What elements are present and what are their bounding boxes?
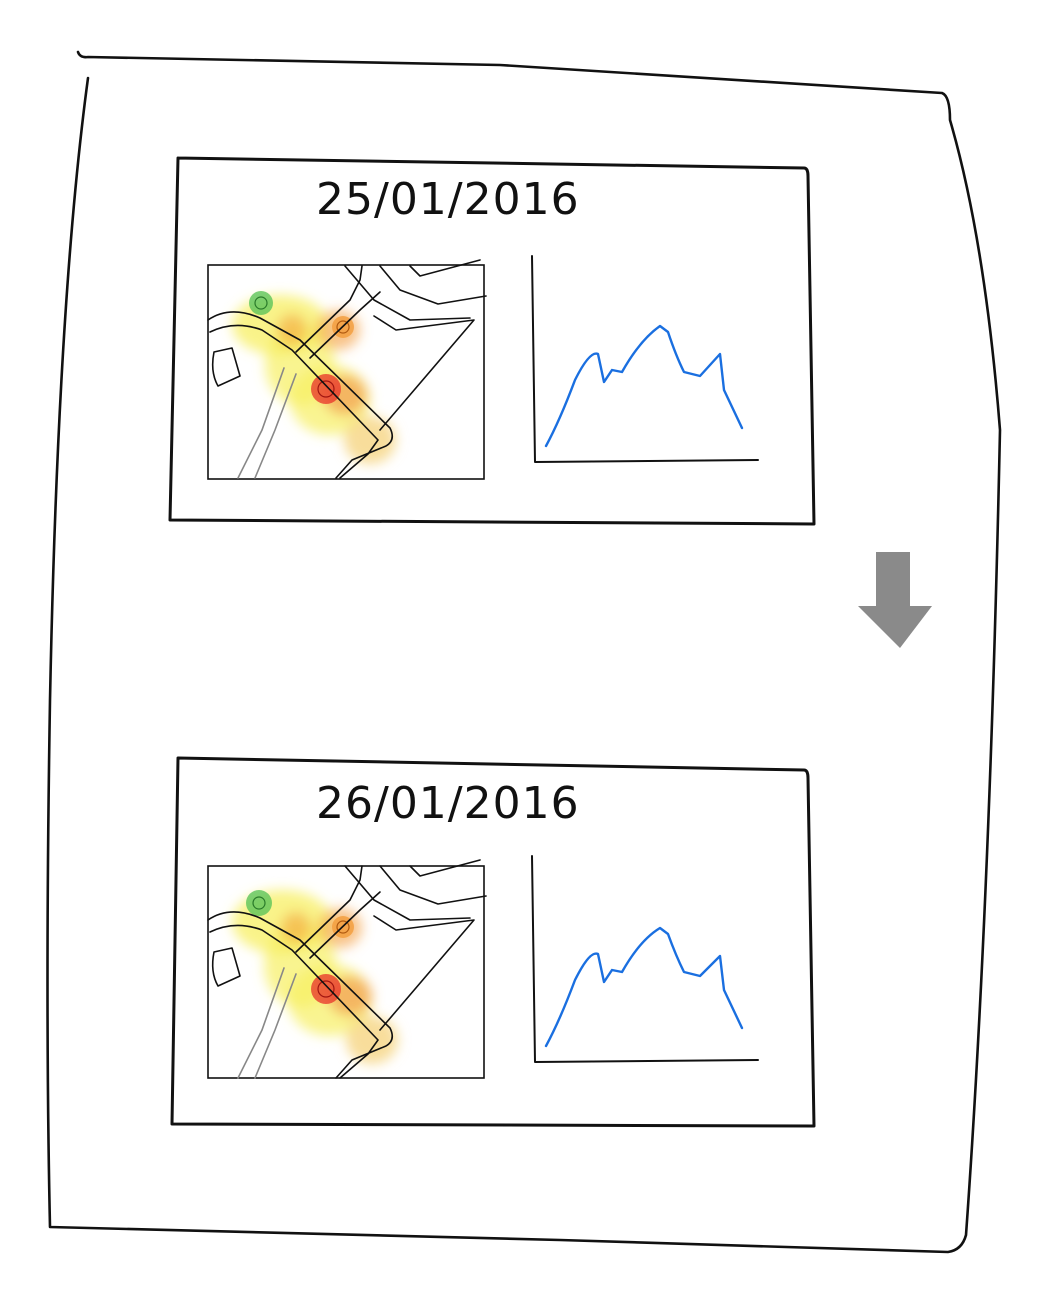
heatmap-map — [207, 859, 487, 1079]
frame-panel-2: 26/01/2016 — [170, 756, 816, 1128]
outer-page-frame — [46, 50, 1002, 1254]
chart-axes — [531, 255, 759, 463]
down-arrow-icon — [858, 552, 932, 648]
heat-overlay — [232, 295, 396, 464]
series-line — [544, 926, 744, 1048]
series-line — [544, 324, 744, 448]
hotspot-start — [249, 291, 273, 315]
hotspot-start — [246, 890, 272, 916]
chart-axes — [531, 855, 759, 1063]
hotspot-high — [311, 974, 341, 1004]
frame-panel-1: 25/01/2016 — [168, 156, 816, 526]
line-chart — [531, 855, 759, 1063]
heat-overlay — [232, 890, 398, 1064]
panel-border — [168, 156, 816, 526]
date-label: 25/01/2016 — [316, 174, 580, 225]
panel-border — [170, 756, 816, 1128]
hotspot-high — [311, 374, 341, 404]
line-chart — [531, 255, 759, 463]
heatmap-map — [207, 259, 487, 480]
date-label: 26/01/2016 — [316, 778, 580, 829]
